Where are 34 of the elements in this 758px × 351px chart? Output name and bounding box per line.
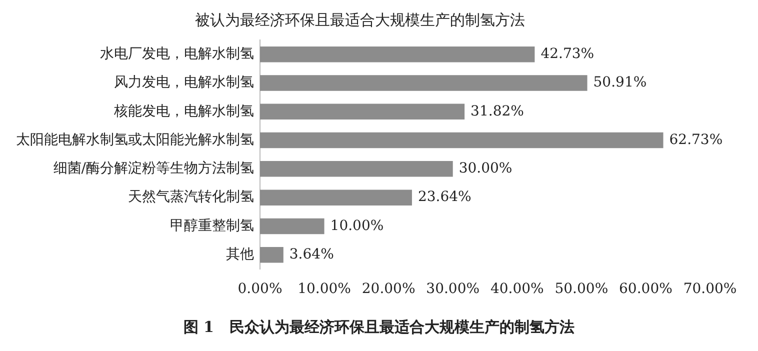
- bar: [260, 190, 412, 206]
- data-label: 3.64%: [289, 246, 334, 263]
- y-tick-label: 天然气蒸汽转化制氢: [128, 189, 254, 206]
- y-tick-label: 风力发电，电解水制氢: [114, 74, 254, 91]
- chart-title: 被认为最经济环保且最适合大规模生产的制氢方法: [195, 10, 525, 29]
- y-tick-label: 其他: [226, 246, 254, 263]
- caption: 图 1 民众认为最经济环保且最适合大规模生产的制氢方法: [183, 318, 575, 337]
- bar: [260, 132, 664, 148]
- x-tick-label: 0.00%: [238, 281, 282, 298]
- x-tick-label: 50.00%: [554, 281, 608, 298]
- data-label: 50.91%: [593, 74, 647, 91]
- data-label: 23.64%: [418, 189, 472, 206]
- bar: [260, 218, 324, 234]
- y-tick-label: 甲醇重整制氢: [170, 218, 254, 234]
- y-tick-label: 细菌/酶分解淀粉等生物方法制氢: [53, 160, 254, 177]
- x-tick-label: 30.00%: [426, 281, 480, 298]
- x-tick-label: 40.00%: [490, 281, 544, 298]
- bar: [260, 161, 453, 177]
- x-tick-label: 20.00%: [362, 281, 416, 298]
- data-label: 42.73%: [540, 46, 594, 62]
- bar: [260, 246, 284, 263]
- data-label: 10.00%: [330, 218, 384, 234]
- x-tick-label: 10.00%: [298, 281, 351, 298]
- bar: [260, 104, 465, 120]
- bar: [260, 75, 588, 91]
- data-label: 30.00%: [458, 160, 512, 177]
- x-tick-label: 60.00%: [619, 281, 672, 298]
- y-tick-label: 水电厂发电，电解水制氢: [100, 46, 254, 62]
- y-tick-label: 核能发电，电解水制氢: [113, 103, 254, 120]
- data-label: 62.73%: [669, 132, 723, 148]
- bar: [260, 46, 535, 62]
- x-tick-label: 70.00%: [683, 281, 737, 298]
- y-tick-label: 太阳能电解水制氢或太阳能光解水制氢: [16, 132, 254, 148]
- data-label: 31.82%: [470, 103, 524, 120]
